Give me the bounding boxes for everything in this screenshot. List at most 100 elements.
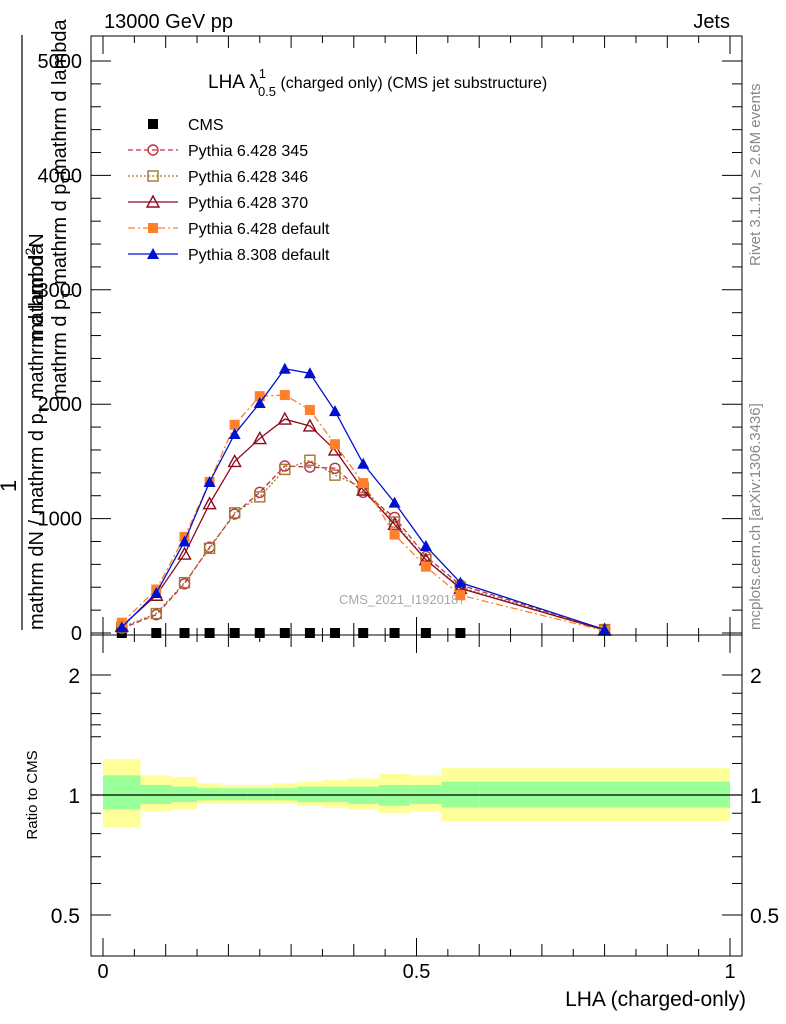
data-point <box>455 590 466 601</box>
ratio-stat-band <box>197 788 223 801</box>
legend-label: Pythia 6.428 346 <box>188 169 308 186</box>
ratio-stat-band <box>140 784 172 804</box>
legend-entry: Pythia 6.428 346 <box>128 169 308 186</box>
legend-entry: CMS <box>148 117 224 134</box>
data-point <box>420 561 431 572</box>
data-point <box>329 469 341 481</box>
data-point <box>203 475 216 487</box>
header-left: 13000 GeV pp <box>104 11 233 33</box>
ratio-y-tick-labels: 0.5 0.5 1 1 2 2 <box>51 665 779 928</box>
data-point <box>277 411 293 425</box>
legend: CMS Pythia 6.428 345 Pythia 6.428 346 Pythi… <box>128 117 330 264</box>
series-line <box>121 394 605 632</box>
main-y-tick-label: 1000 <box>38 509 83 531</box>
data-point <box>229 419 240 430</box>
legend-label: CMS <box>188 117 224 134</box>
main-y-tick-label: 5000 <box>38 51 83 73</box>
data-point <box>329 628 340 638</box>
data-point <box>304 461 316 473</box>
header-right: Jets <box>693 11 730 33</box>
data-point <box>389 529 400 540</box>
legend-marker <box>147 144 159 156</box>
y-axis-label-ratio: Ratio to CMS <box>24 750 41 839</box>
data-point <box>178 535 191 547</box>
legend-entry: Pythia 6.428 370 <box>128 194 308 212</box>
legend-marker <box>147 170 159 182</box>
main-y-tick-label: 4000 <box>38 165 83 187</box>
legend-marker <box>147 248 159 259</box>
data-point <box>204 628 215 638</box>
data-point <box>279 628 290 638</box>
ylabel-line3: mathrm d pT mathrm d pTmathrm d lambda <box>49 19 75 400</box>
data-point <box>254 491 266 503</box>
data-point <box>253 397 266 409</box>
x-tick-label: 0 <box>97 961 108 983</box>
legend-label: Pythia 8.308 default <box>188 247 330 264</box>
x-tick-labels: 0 0.5 1 <box>97 961 735 983</box>
data-point <box>228 507 241 519</box>
ratio-y-tick-label: 0.5 <box>51 905 80 928</box>
ratio-stat-band <box>222 788 248 801</box>
data-point <box>279 390 290 401</box>
data-point <box>202 496 217 510</box>
ratio-stat-band <box>171 786 198 803</box>
ratio-axis-ticks <box>91 635 742 956</box>
rivet-side-text: Rivet 3.1.10, ≥ 2.6M events <box>747 84 764 267</box>
main-axis-ticks <box>91 36 742 635</box>
data-point <box>179 628 190 638</box>
data-point <box>329 439 340 450</box>
data-point <box>303 367 316 379</box>
ratio-stat-band <box>297 786 323 803</box>
ratio-y-tick-label-right: 1 <box>750 785 762 808</box>
series-layer <box>114 362 612 638</box>
data-point <box>358 628 369 638</box>
data-point <box>358 478 369 489</box>
ratio-stat-band <box>103 775 141 810</box>
data-point <box>302 418 318 432</box>
ylabel-line2: mathrm d2N <box>22 233 48 340</box>
legend-label: Pythia 6.428 default <box>188 221 330 238</box>
legend-entry: Pythia 6.428 default <box>128 221 330 238</box>
plot-title: LHA λ1 0.5 (charged only) (CMS jet substr… <box>208 66 547 99</box>
watermark: CMS_2021_I1920187 <box>339 592 466 607</box>
ratio-y-tick-label-right: 0.5 <box>750 905 779 928</box>
data-point <box>455 628 466 638</box>
main-y-tick-label: 3000 <box>38 280 83 302</box>
data-point <box>454 576 467 588</box>
data-point <box>356 482 371 496</box>
legend-entry: Pythia 8.308 default <box>128 247 330 264</box>
ylabel-line1: mathrm dN / mathrm d pT mathrm d lambda <box>26 243 52 630</box>
data-point <box>279 463 291 476</box>
data-point <box>357 457 370 469</box>
mcplots-side-text: mcplots.cern.ch [arXiv:1306.3436] <box>747 403 764 630</box>
ratio-y-tick-label-right: 2 <box>750 665 762 688</box>
legend-marker <box>148 119 158 129</box>
data-point <box>150 607 162 620</box>
data-point <box>387 516 402 531</box>
data-point <box>178 576 191 589</box>
y-axis-label-main: 1 mathrm dN / mathrm d pT mathrm d lambd… <box>0 19 75 630</box>
ratio-y-tick-label: 2 <box>68 665 80 688</box>
data-point <box>177 546 192 560</box>
ratio-stat-band <box>410 784 442 804</box>
data-point <box>304 628 315 638</box>
main-y-tick-label: 0 <box>71 623 82 645</box>
data-point <box>228 427 241 439</box>
data-point <box>254 628 265 638</box>
ratio-y-tick-label: 1 <box>68 785 80 808</box>
series-1 <box>116 628 466 638</box>
x-tick-label: 0.5 <box>403 961 431 983</box>
data-point <box>420 628 431 638</box>
main-y-tick-label: 2000 <box>38 394 83 416</box>
data-point <box>227 453 242 468</box>
data-point <box>388 496 401 508</box>
data-point <box>150 586 163 598</box>
data-point <box>252 431 267 445</box>
x-tick-label: 1 <box>724 961 735 983</box>
data-point <box>304 454 316 466</box>
ratio-stat-band <box>247 788 273 801</box>
ratio-stat-band <box>322 786 348 803</box>
x-axis-label: LHA (charged-only) <box>565 988 746 1011</box>
